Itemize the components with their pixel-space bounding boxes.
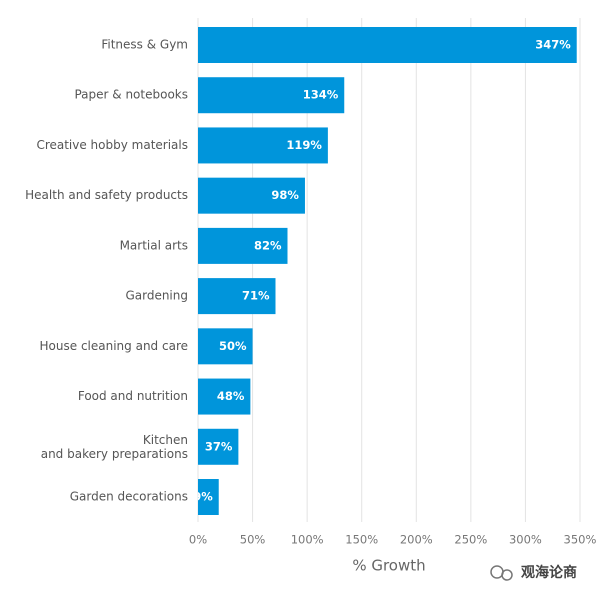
y-tick-label: Fitness & Gym: [101, 38, 188, 52]
value-label: 50%: [219, 339, 247, 353]
value-label: 119%: [286, 138, 322, 152]
value-label: 48%: [217, 389, 245, 403]
x-axis-label: % Growth: [352, 557, 425, 575]
value-label: 19%: [185, 490, 213, 504]
bar: [198, 77, 345, 114]
x-tick-label: 100%: [291, 533, 324, 547]
bar: [198, 278, 276, 315]
bar: [198, 328, 253, 365]
x-tick-label: 150%: [345, 533, 378, 547]
x-tick-label: 350%: [564, 533, 597, 547]
y-tick-label: Kitchen and bakery preparations: [41, 432, 188, 460]
y-tick-label: Health and safety products: [25, 188, 188, 202]
bar: [198, 127, 328, 164]
bar: [198, 428, 239, 465]
y-tick-label: House cleaning and care: [40, 339, 188, 353]
y-tick-label: Creative hobby materials: [36, 138, 188, 152]
watermark-icon: [490, 565, 513, 581]
x-tick-label: 0%: [189, 533, 207, 547]
value-label: 98%: [271, 188, 299, 202]
y-tick-label: Paper & notebooks: [74, 88, 188, 102]
value-label: 82%: [254, 238, 282, 252]
bar: [198, 227, 288, 264]
y-tick-label: Food and nutrition: [78, 389, 188, 403]
value-label: 71%: [242, 289, 270, 303]
y-tick-label: Martial arts: [120, 238, 188, 252]
x-tick-label: 200%: [400, 533, 433, 547]
watermark: 观海论商: [521, 564, 577, 581]
x-tick-label: 250%: [454, 533, 487, 547]
bar: [198, 378, 251, 415]
x-tick-label: 50%: [240, 533, 266, 547]
value-label: 134%: [303, 88, 339, 102]
bar: [198, 479, 219, 515]
x-tick-label: 300%: [509, 533, 542, 547]
y-tick-label: Gardening: [125, 289, 188, 303]
value-label: 37%: [205, 439, 233, 453]
value-label: 347%: [535, 38, 571, 52]
bar: [198, 27, 577, 63]
bar: [198, 177, 305, 214]
y-tick-label: Garden decorations: [70, 490, 188, 504]
